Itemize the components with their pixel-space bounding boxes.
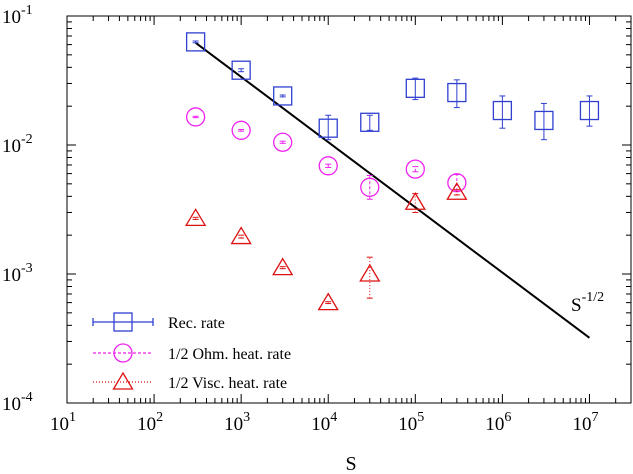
data-point [404, 191, 426, 210]
data-point [185, 107, 206, 127]
reference-line [195, 41, 591, 339]
y-tick-label: 10-4 [2, 390, 33, 415]
y-tick-label: 10-1 [2, 3, 33, 28]
y-tick-label-base: 10 [2, 136, 21, 157]
x-tick-label-exponent: 5 [417, 410, 424, 425]
y-tick-label: 10-3 [2, 261, 33, 286]
x-tick-label-base: 10 [311, 414, 330, 435]
y-tick-label-base: 10 [2, 265, 21, 286]
reference-line-label-base: S [571, 295, 582, 316]
data-point [272, 257, 294, 276]
data-point [534, 110, 554, 131]
legend-entry: 1/2 Ohm. heat. rate [93, 343, 291, 363]
data-point [360, 177, 380, 197]
reference-line-label-exponent: -1/2 [582, 290, 605, 305]
reference-line-label: S-1/2 [571, 290, 604, 316]
x-tick-label-exponent: 1 [69, 410, 76, 425]
y-tick-label: 10-2 [2, 132, 33, 157]
legend: Rec. rate 1/2 Ohm. heat. rate 1/2 Visc. he… [92, 312, 291, 392]
data-point [185, 32, 206, 52]
legend-label: 1/2 Visc. heat. rate [168, 375, 287, 392]
y-tick-label-base: 10 [2, 394, 21, 415]
data-point [359, 263, 381, 282]
data-point [360, 112, 380, 132]
data-point [447, 82, 467, 103]
legend-entry: 1/2 Visc. heat. rate [93, 371, 287, 392]
x-tick-label: 107 [572, 410, 598, 435]
y-tick-label-exponent: -3 [21, 261, 33, 276]
x-tick-label-exponent: 7 [591, 410, 598, 425]
data-point [405, 159, 425, 179]
reference-line-group: S-1/2 [195, 41, 604, 339]
x-tick-label-base: 10 [137, 414, 156, 435]
series-triangle [184, 182, 468, 311]
x-tick-label-base: 10 [398, 414, 417, 435]
x-tick-label: 105 [398, 410, 424, 435]
data-point [317, 292, 339, 311]
data-point [318, 118, 338, 138]
x-tick-label: 102 [137, 410, 163, 435]
x-tick-label-exponent: 2 [156, 410, 163, 425]
data-point [231, 60, 251, 80]
data-point [492, 100, 513, 121]
y-tick-label-exponent: -1 [21, 3, 33, 18]
axis-ticks [66, 15, 631, 404]
legend-label: 1/2 Ohm. heat. rate [168, 346, 291, 363]
data-point [405, 78, 425, 98]
x-tick-label-exponent: 6 [504, 410, 511, 425]
x-tick-label: 103 [224, 410, 250, 435]
x-axis-title: S [345, 453, 356, 474]
x-tick-label-base: 10 [572, 414, 591, 435]
data-point [579, 100, 600, 121]
x-tick-label-base: 10 [485, 414, 504, 435]
x-tick-label-exponent: 3 [243, 410, 250, 425]
x-tick-label: 104 [311, 410, 337, 435]
legend-marker-triangle [112, 371, 134, 390]
data-point [273, 86, 293, 106]
y-tick-label-base: 10 [2, 7, 21, 28]
y-tick-label-exponent: -4 [21, 390, 33, 405]
x-tick-label: 101 [50, 410, 76, 435]
data-point [318, 156, 338, 176]
series-square [185, 32, 600, 141]
data-point [446, 182, 468, 200]
legend-marker-square [113, 312, 133, 332]
x-tick-label-base: 10 [50, 414, 69, 435]
plot-frame [66, 15, 632, 404]
legend-entry: Rec. rate [92, 312, 225, 332]
legend-marker-circle [113, 343, 133, 363]
data-point [184, 208, 207, 227]
data-point [231, 120, 251, 140]
legend-label: Rec. rate [168, 315, 225, 332]
data-series-group [184, 32, 600, 311]
data-point [273, 132, 293, 152]
data-point [230, 226, 252, 245]
x-tick-label-base: 10 [224, 414, 243, 435]
series-circle [185, 107, 467, 200]
x-tick-label-exponent: 4 [330, 410, 337, 425]
y-tick-label-exponent: -2 [21, 132, 33, 147]
x-tick-label: 106 [485, 410, 511, 435]
